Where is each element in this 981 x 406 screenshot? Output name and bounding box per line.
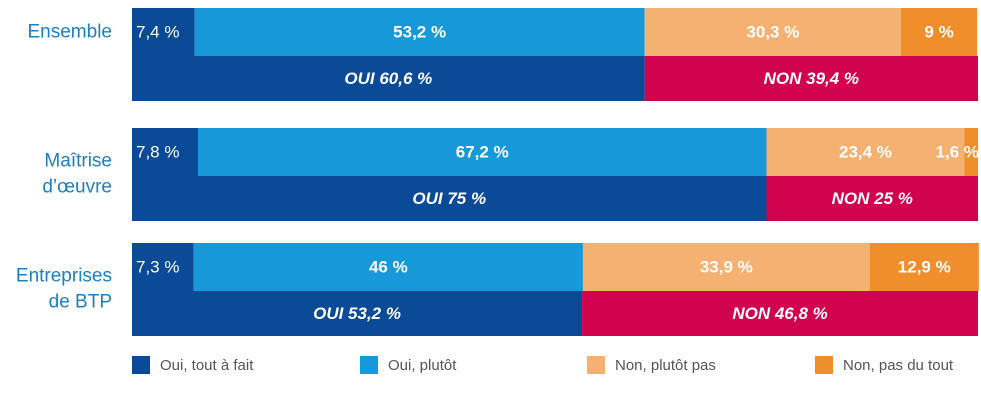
legend-swatch: [815, 356, 833, 374]
category-label: Ensemble: [28, 22, 113, 43]
legend-swatch: [360, 356, 378, 374]
legend-label: Oui, tout à fait: [160, 357, 254, 374]
bar-segment: [132, 176, 767, 221]
bar-segment: [644, 56, 978, 101]
segment-label: NON 39,4 %: [764, 69, 859, 88]
segment-label: OUI 60,6 %: [344, 69, 432, 88]
bar-segment: [582, 291, 978, 336]
legend-swatch: [587, 356, 605, 374]
bar-segment: [132, 291, 583, 336]
bar-segment: [901, 8, 978, 56]
legend-label: Non, pas du tout: [843, 357, 954, 374]
bar-segment: [194, 8, 645, 56]
segment-label: OUI 53,2 %: [313, 304, 401, 323]
segment-label: 9 %: [924, 22, 953, 41]
segment-label: 1,6 %: [936, 142, 979, 161]
legend-label: Non, plutôt pas: [615, 357, 716, 374]
bar-segment: [644, 8, 902, 56]
legend-swatch: [132, 356, 150, 374]
segment-label: 30,3 %: [746, 22, 799, 41]
bar-segment: [766, 176, 978, 221]
category-label: de BTP: [49, 292, 112, 313]
category-label: Maîtrise: [44, 151, 112, 172]
segment-label: 23,4 %: [839, 142, 892, 161]
segment-label: 46 %: [369, 257, 408, 276]
bar-segment: [132, 56, 645, 101]
segment-label: OUI 75 %: [412, 189, 486, 208]
segment-label: 7,4 %: [136, 22, 179, 41]
segment-label: 67,2 %: [456, 142, 509, 161]
category-label: d’œuvre: [42, 177, 112, 198]
segment-label: 12,9 %: [898, 257, 951, 276]
bar-segment: [197, 128, 767, 176]
bar-segment: [964, 128, 978, 176]
segment-label: 7,8 %: [136, 142, 179, 161]
segment-label: 7,3 %: [136, 257, 179, 276]
segment-label: NON 46,8 %: [732, 304, 827, 323]
bar-segment: [582, 243, 870, 291]
segment-label: 53,2 %: [393, 22, 446, 41]
bar-segment: [132, 8, 195, 56]
bar-segment: [869, 243, 979, 291]
category-label: Entreprises: [16, 266, 112, 287]
bar-segment: [132, 128, 198, 176]
bar-segment: [193, 243, 583, 291]
bar-segment: [766, 128, 965, 176]
segment-label: 33,9 %: [700, 257, 753, 276]
bar-segment: [132, 243, 194, 291]
legend-label: Oui, plutôt: [388, 357, 457, 374]
segment-label: NON 25 %: [832, 189, 913, 208]
